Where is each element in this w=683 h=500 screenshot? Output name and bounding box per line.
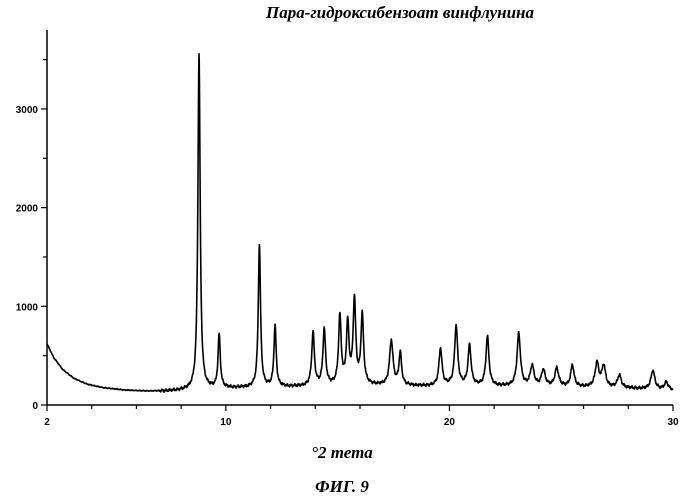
figure-caption: ФИГ. 9 — [315, 477, 369, 496]
x-tick-label: 10 — [220, 417, 232, 428]
y-tick-label: 2000 — [16, 204, 39, 215]
x-tick-label: 2 — [44, 417, 50, 428]
x-axis-label: °2 тета — [311, 443, 373, 462]
series-line-diffractogram — [47, 54, 673, 392]
y-tick-label: 3000 — [16, 105, 39, 116]
x-tick-label: 30 — [667, 417, 679, 428]
chart-title: Пара-гидроксибензоат винфлунина — [265, 3, 534, 22]
y-tick-label: 1000 — [16, 302, 39, 313]
x-tick-label: 20 — [444, 417, 456, 428]
y-tick-label: 0 — [32, 401, 38, 412]
axis-tick-labels: 2 10 20 30 0 1000 2000 3000 — [16, 105, 679, 428]
plot-area: 2 10 20 30 0 1000 2000 3000 — [16, 30, 679, 428]
